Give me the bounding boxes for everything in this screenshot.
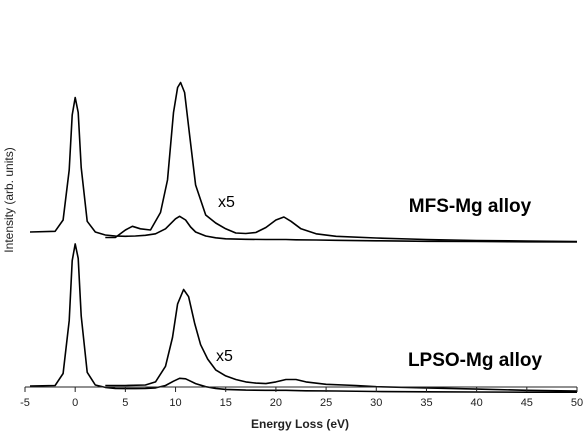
x-tick-label: 0 [72,397,78,409]
series-label-1: MFS-Mg alloy [409,196,532,217]
x-tick-label: 45 [521,397,533,409]
series-line-1-2 [105,81,578,243]
plot-area: MFS-Mg alloy x5 LPSO-Mg alloy x5 [29,81,578,393]
series-line-2-1 [29,243,577,393]
series-line-2-2 [105,288,578,392]
scale-factor-label-2: x5 [216,348,233,365]
series-label-2: LPSO-Mg alloy [408,350,543,371]
x-tick-label: -5 [20,397,30,409]
x-tick-label: 35 [420,397,432,409]
x-axis-title: Energy Loss (eV) [251,417,349,431]
x-tick-label: 30 [370,397,382,409]
x-tick-label: 5 [122,397,128,409]
y-axis-title: Intensity (arb. units) [2,147,16,252]
x-tick-label: 15 [220,397,232,409]
x-tick-label: 50 [571,397,583,409]
x-tick-label: 40 [471,397,483,409]
series-line-1-1 [29,96,578,243]
x-tick-label: 25 [320,397,332,409]
x-tick-label: 20 [270,397,282,409]
x-tick-label: 10 [169,397,181,409]
scale-factor-label-1: x5 [218,194,235,211]
x-axis: -5 0 5 10 15 20 25 30 35 40 45 50 [20,386,583,409]
